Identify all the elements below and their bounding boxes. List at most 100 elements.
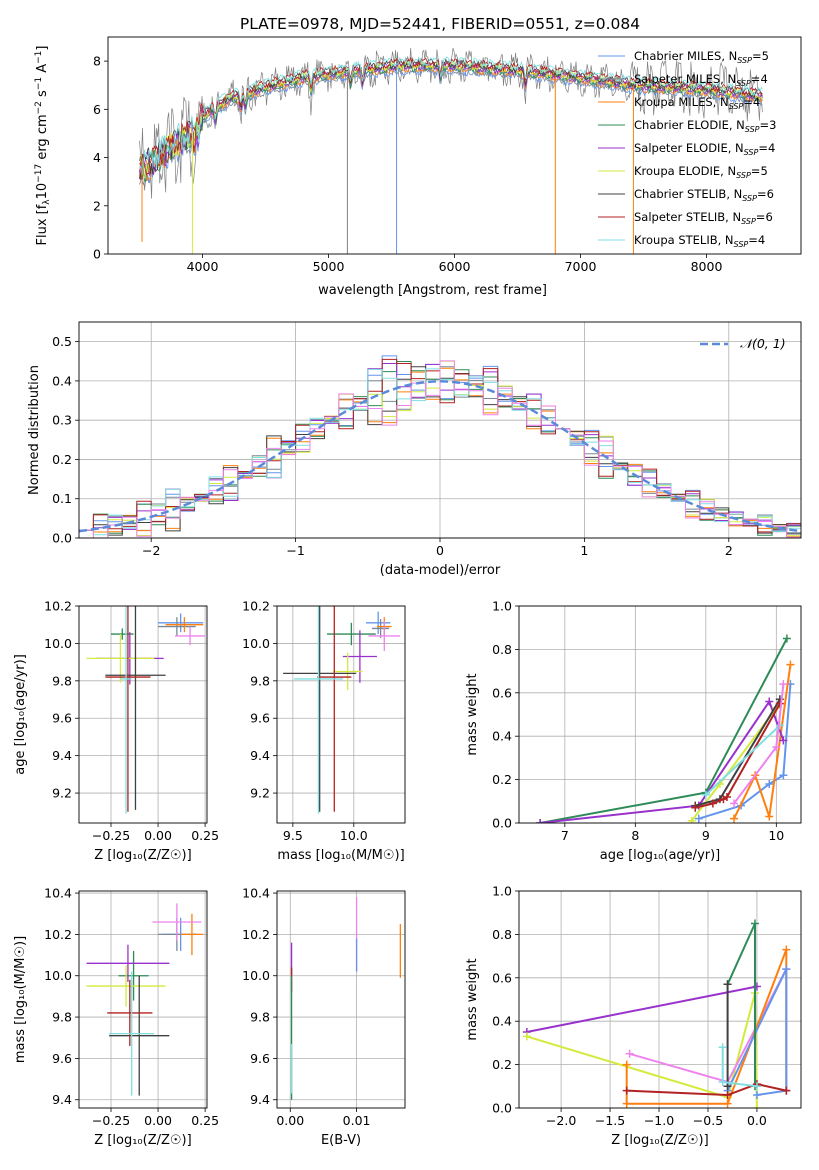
- errorbar-point: [109, 971, 155, 1096]
- errorbar-point: [120, 606, 132, 814]
- legend-label: Chabrier ELODIE, NSSP=3: [634, 118, 776, 134]
- y-tick-label: 0.2: [492, 1057, 512, 1072]
- mass-weight-marker: [775, 699, 784, 708]
- mass-weight-marker: [765, 779, 774, 788]
- y-tick-label: 10.0: [44, 636, 72, 651]
- mass-weight-marker: [723, 1090, 732, 1099]
- y-tick-label: 9.4: [52, 1092, 72, 1107]
- errorbar-point: [326, 622, 376, 646]
- mass-weight-marker: [622, 1086, 631, 1095]
- plot-frame: [276, 890, 406, 1109]
- figure-title: PLATE=0978, MJD=52441, FIBERID=0551, z=0…: [240, 15, 640, 33]
- mass-weight-marker: [701, 790, 710, 799]
- legend-label: Chabrier MILES, NSSP=5: [634, 49, 769, 65]
- legend-nssp-prefix: , N: [720, 72, 736, 86]
- y-tick-label: 9.4: [250, 1092, 270, 1107]
- y-axis-label-part: λ: [42, 199, 52, 205]
- errorbar-point: [105, 606, 151, 812]
- y-tick-label: 9.6: [250, 711, 270, 726]
- x-tick-label: 0.01: [343, 1113, 371, 1128]
- y-tick-label: 0.3: [52, 413, 72, 428]
- x-tick-label: 0: [436, 543, 444, 558]
- legend-nssp-prefix: , N: [713, 95, 729, 109]
- model-spectrum-line: [139, 57, 763, 181]
- legend-nssp-sub: SSP: [737, 56, 752, 65]
- legend-nssp-sub: SSP: [742, 194, 757, 203]
- mass-weight-marker: [718, 1043, 727, 1052]
- y-tick-label: 10.2: [44, 599, 72, 614]
- x-axis-label: (data-model)/error: [380, 563, 501, 578]
- y-tick-label: 0.5: [52, 334, 72, 349]
- legend-model-name: Kroupa STELIB: [634, 233, 718, 247]
- y-tick-label: 9.6: [250, 1051, 270, 1066]
- y-axis-label-part: −17: [34, 164, 44, 183]
- x-tick-label: 6000: [439, 259, 471, 274]
- mass-weight-marker: [779, 771, 788, 780]
- errorbar-point: [365, 611, 391, 635]
- y-tick-label: 10.2: [44, 927, 72, 942]
- age-vs-mass-panel: 9.5 10.0 9.2 9.4 9.6 9.8 10.0 10.2 mass [log₁₀(M…: [242, 599, 406, 863]
- legend-nssp-sub: SSP: [736, 79, 751, 88]
- x-tick-label: 7000: [565, 259, 597, 274]
- x-tick-label: 10.0: [340, 828, 368, 843]
- legend-label: Kroupa STELIB, NSSP=4: [634, 233, 765, 249]
- errorbar-point: [158, 613, 204, 633]
- residual-histogram-panel: −2 −1 0 1 2 0.0 0.1 0.2 0.3 0.4 0.5 (data-model)/er…: [27, 321, 802, 578]
- mass-weight-series-line: [540, 699, 785, 823]
- legend-nssp-sub: SSP: [745, 125, 760, 134]
- mass-weight-series-line: [705, 724, 781, 796]
- legend-model-name: Chabrier STELIB: [634, 187, 726, 201]
- mass-weight-marker: [522, 1032, 531, 1041]
- mass-weight-marker: [694, 814, 703, 823]
- y-axis-label: mass weight: [465, 673, 480, 755]
- mass-weight-marker: [765, 697, 774, 706]
- mass-weight-marker: [782, 965, 791, 974]
- y-tick-label: 1.0: [492, 884, 512, 899]
- errorbar-point: [165, 617, 204, 633]
- x-axis-label: age [log₁₀(age/yr)]: [600, 848, 721, 863]
- mass-vs-metallicity-panel: −0.25 0.00 0.25 9.4 9.6 9.8 10.0 10.2 10.4 Z [log…: [13, 886, 219, 1148]
- mass-weight-marker: [786, 660, 795, 669]
- x-axis-label: wavelength [Angstrom, rest frame]: [318, 283, 547, 298]
- x-tick-label: −1.0: [644, 1113, 674, 1128]
- errorbar-point: [175, 626, 206, 646]
- legend-model-name: Salpeter MILES: [634, 72, 720, 86]
- y-tick-label: 9.6: [52, 1051, 72, 1066]
- mass-weight-marker: [779, 736, 788, 745]
- y-tick-label: 0.8: [492, 927, 512, 942]
- legend-nssp-prefix: , N: [720, 164, 736, 178]
- legend-nssp-eq: =: [758, 141, 768, 155]
- legend-nssp-eq: =: [760, 118, 770, 132]
- legend-label: Salpeter STELIB, NSSP=6: [634, 210, 773, 226]
- legend-model-name: Chabrier MILES: [634, 49, 721, 63]
- x-tick-label: −2: [142, 543, 160, 558]
- y-tick-label: 1.0: [492, 599, 512, 614]
- legend-label: Kroupa MILES, NSSP=4: [634, 95, 760, 111]
- y-tick-label: 9.6: [52, 711, 72, 726]
- mass-weight-marker: [782, 945, 791, 954]
- x-axis-label: Z [log₁₀(Z/Z☉)]: [611, 1133, 708, 1148]
- y-tick-label: 9.4: [52, 748, 72, 763]
- y-tick-label: 0.0: [492, 816, 512, 831]
- legend-nssp-sub: SSP: [744, 148, 759, 157]
- legend-nssp-eq: =: [756, 210, 766, 224]
- legend-nssp-eq: =: [757, 187, 767, 201]
- mass-weight-series-line: [526, 985, 758, 1033]
- age-vs-metallicity-panel: −0.25 0.00 0.25 9.2 9.4 9.6 9.8 10.0 10.2 Z [log₁…: [13, 599, 219, 864]
- x-tick-label: 1: [580, 543, 588, 558]
- plot-frame: [276, 605, 406, 824]
- errorbar-point: [372, 619, 390, 638]
- errorbar-point: [294, 606, 343, 814]
- plot-frame: [78, 605, 208, 824]
- x-tick-label: −0.25: [92, 1113, 130, 1128]
- errorbar-point: [283, 606, 357, 812]
- mass-weight-marker: [772, 743, 781, 752]
- errorbar-point: [152, 903, 202, 941]
- legend-model-name: Salpeter STELIB: [634, 210, 725, 224]
- mass-weight-marker: [723, 980, 732, 989]
- errorbar-point: [180, 913, 204, 956]
- mass-weight-marker: [625, 1049, 634, 1058]
- y-axis-label-part: ]: [35, 46, 50, 51]
- y-tick-label: 0.6: [492, 685, 512, 700]
- errorbar-point: [342, 630, 377, 683]
